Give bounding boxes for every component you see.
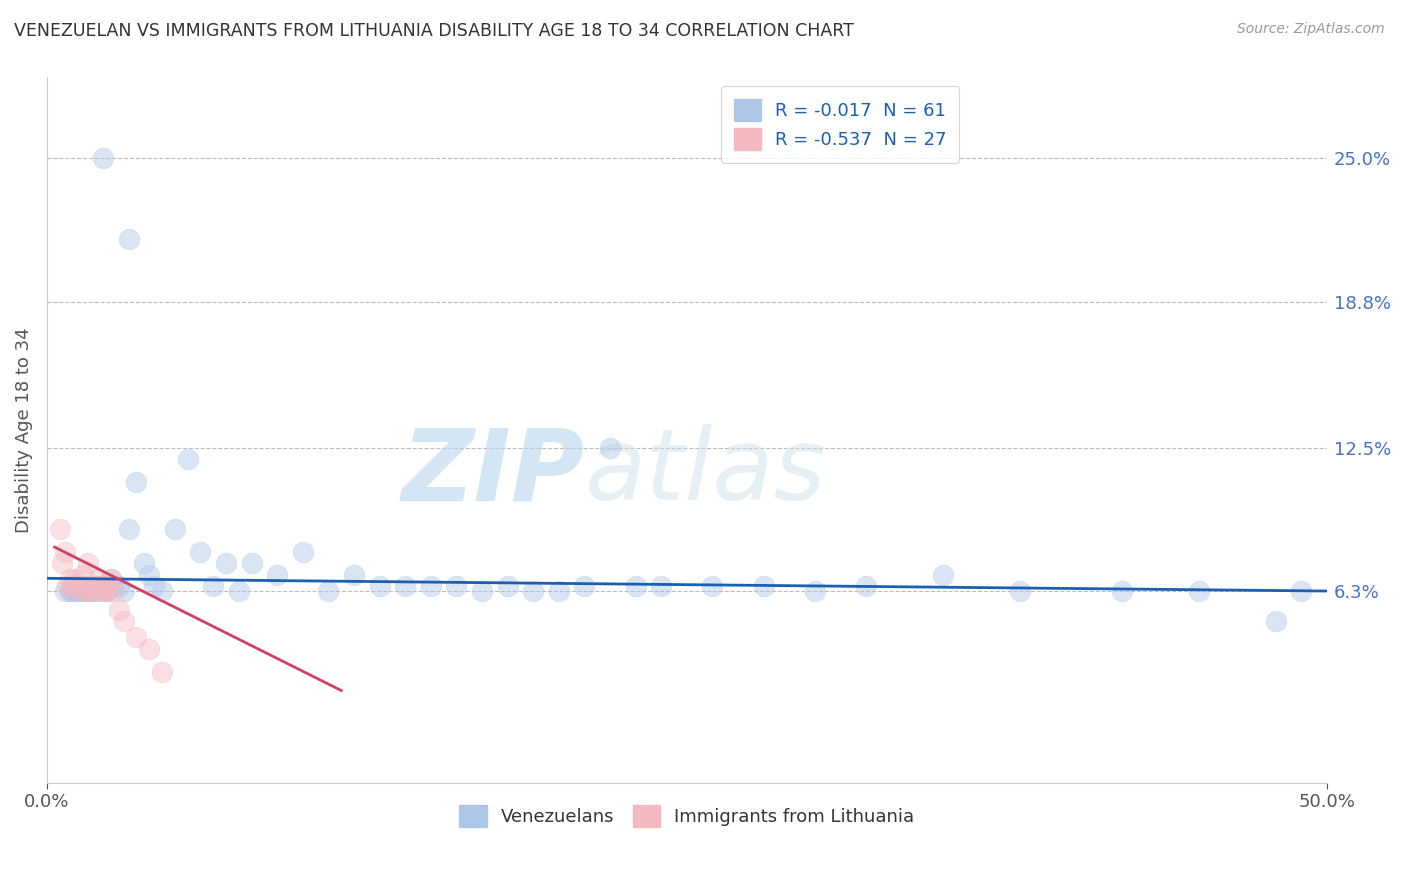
Point (107, 579, 129, 593)
Point (91, 579, 114, 593)
Point (471, 584, 494, 599)
Point (94, 584, 117, 599)
Point (103, 579, 125, 593)
Point (599, 441, 621, 455)
Point (932, 567, 955, 582)
Point (90, 584, 112, 599)
Point (59, 584, 82, 599)
Point (87, 573, 110, 587)
Point (446, 579, 468, 593)
Point (150, 584, 173, 599)
Point (702, 579, 724, 593)
Point (66, 579, 89, 593)
Text: atlas: atlas (585, 424, 827, 521)
Point (100, 573, 122, 587)
Point (202, 579, 225, 593)
Point (752, 579, 775, 593)
Point (82, 584, 104, 599)
Point (97, 584, 120, 599)
Point (190, 544, 212, 558)
Point (419, 579, 441, 593)
Point (163, 522, 186, 536)
Point (75, 584, 97, 599)
Text: VENEZUELAN VS IMMIGRANTS FROM LITHUANIA DISABILITY AGE 18 TO 34 CORRELATION CHAR: VENEZUELAN VS IMMIGRANTS FROM LITHUANIA … (14, 22, 853, 40)
Point (112, 614, 135, 628)
Point (90, 579, 112, 593)
Point (1289, 584, 1312, 599)
Point (100, 573, 122, 587)
Point (76, 584, 98, 599)
Point (143, 579, 166, 593)
Point (176, 452, 198, 467)
Point (624, 579, 647, 593)
Point (318, 584, 340, 599)
Point (84, 579, 107, 593)
Point (228, 584, 250, 599)
Y-axis label: Disability Age 18 to 34: Disability Age 18 to 34 (15, 327, 32, 533)
Point (368, 579, 391, 593)
Point (63, 584, 86, 599)
Point (240, 556, 263, 570)
Point (82, 584, 104, 599)
Point (118, 232, 141, 246)
Point (62, 584, 84, 599)
Text: Source: ZipAtlas.com: Source: ZipAtlas.com (1237, 22, 1385, 37)
Point (51, 556, 73, 570)
Point (650, 579, 672, 593)
Point (79, 579, 101, 593)
Point (62, 579, 84, 593)
Point (125, 475, 148, 490)
Point (804, 584, 827, 599)
Point (94, 584, 117, 599)
Point (547, 584, 569, 599)
Point (150, 665, 173, 679)
Point (48, 522, 70, 536)
Point (103, 584, 125, 599)
Point (1264, 614, 1286, 628)
Point (394, 579, 416, 593)
Legend: Venezuelans, Immigrants from Lithuania: Venezuelans, Immigrants from Lithuania (453, 797, 921, 834)
Point (112, 584, 135, 599)
Point (59, 573, 82, 587)
Point (125, 630, 148, 644)
Point (72, 567, 94, 582)
Point (69, 584, 91, 599)
Point (84, 579, 107, 593)
Point (107, 602, 129, 616)
Point (53, 544, 76, 558)
Point (1111, 584, 1133, 599)
Text: ZIP: ZIP (402, 424, 585, 521)
Point (56, 579, 79, 593)
Point (291, 544, 314, 558)
Point (138, 567, 160, 582)
Point (97, 579, 120, 593)
Point (1188, 584, 1211, 599)
Point (574, 579, 596, 593)
Point (522, 584, 544, 599)
Point (69, 584, 91, 599)
Point (91, 152, 114, 166)
Point (76, 556, 98, 570)
Point (87, 584, 110, 599)
Point (53, 584, 76, 599)
Point (118, 522, 141, 536)
Point (72, 584, 94, 599)
Point (134, 556, 156, 570)
Point (496, 579, 519, 593)
Point (79, 584, 101, 599)
Point (1008, 584, 1031, 599)
Point (75, 579, 97, 593)
Point (855, 579, 877, 593)
Point (215, 556, 238, 570)
Point (66, 579, 89, 593)
Point (63, 573, 86, 587)
Point (138, 641, 160, 656)
Point (266, 567, 288, 582)
Point (343, 567, 366, 582)
